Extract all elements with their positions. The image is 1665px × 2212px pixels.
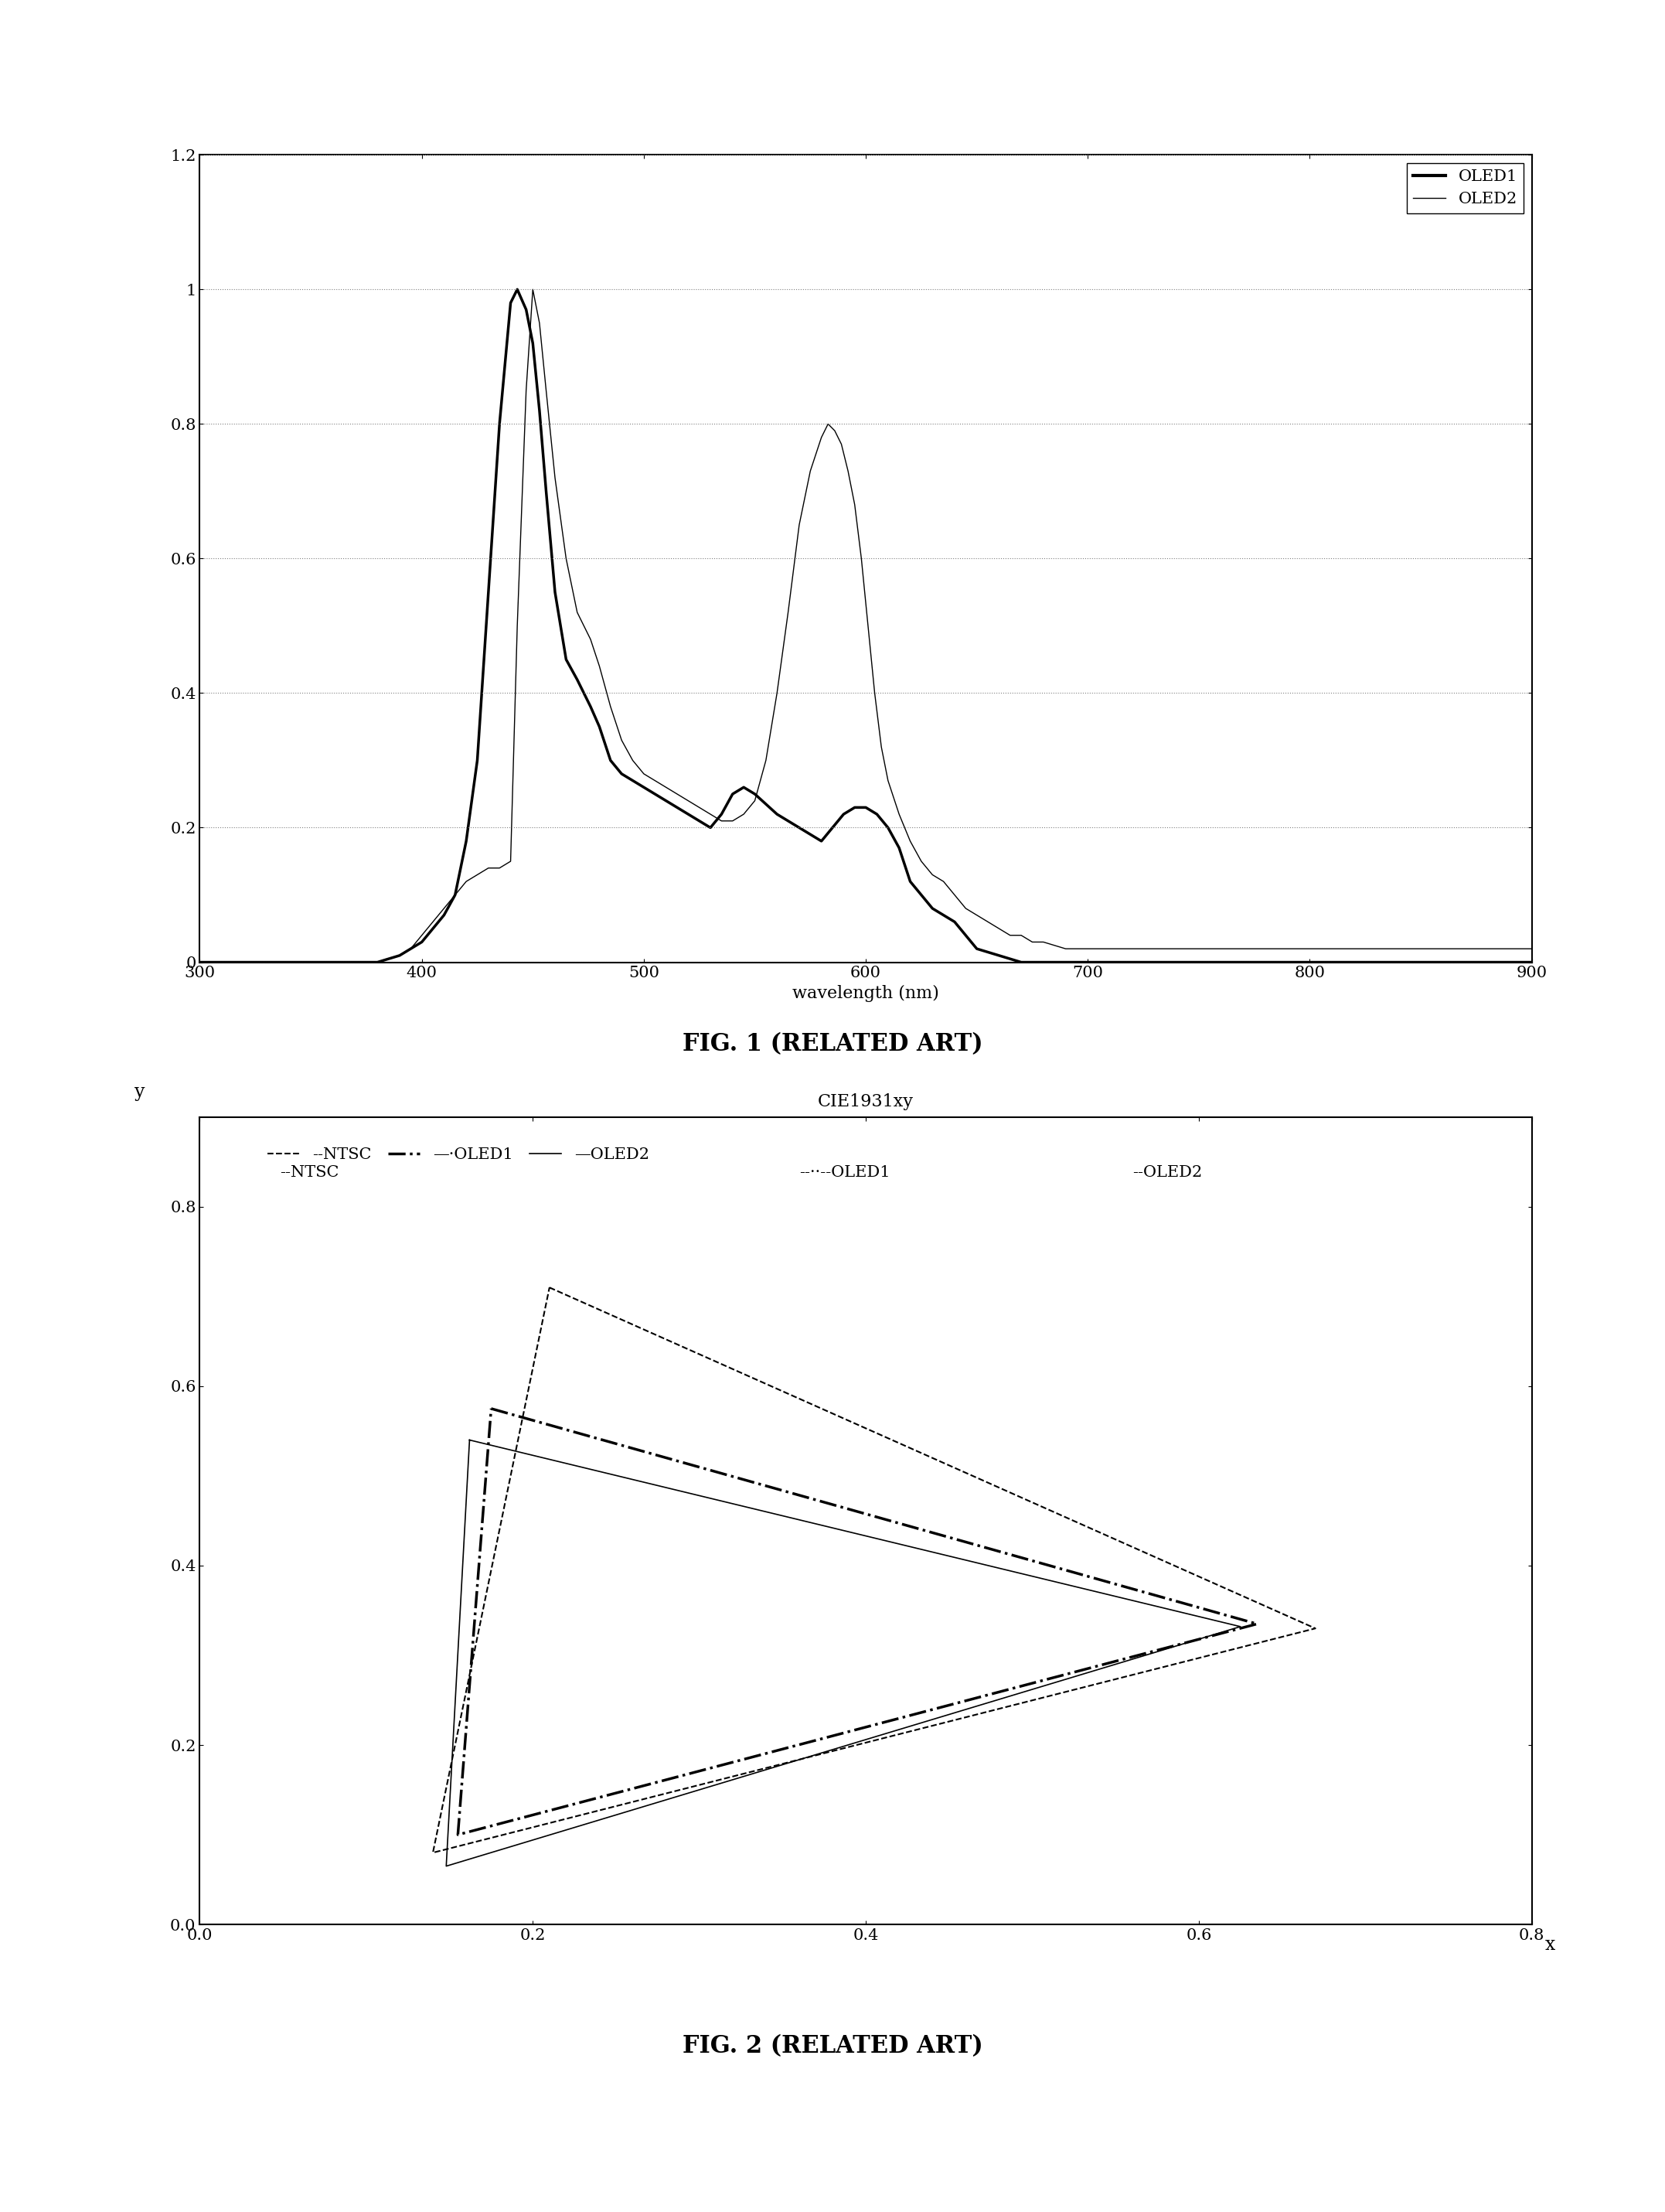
NTSC bbox=[1305, 1615, 1325, 1641]
OLED2 bbox=[967, 902, 987, 929]
OLED2 bbox=[744, 787, 764, 814]
OLED1 bbox=[481, 1396, 501, 1422]
OLED1 bbox=[856, 794, 876, 821]
Line: OLED2: OLED2 bbox=[200, 290, 1532, 962]
Text: --OLED2: --OLED2 bbox=[1132, 1166, 1202, 1181]
OLED2 bbox=[460, 1427, 480, 1453]
OLED1 bbox=[1247, 1610, 1267, 1637]
OLED1 bbox=[190, 949, 210, 975]
OLED1 bbox=[678, 801, 698, 827]
OLED1 bbox=[556, 646, 576, 672]
Line: NTSC: NTSC bbox=[433, 1287, 1315, 1854]
OLED2 bbox=[1522, 936, 1542, 962]
OLED1 bbox=[481, 1396, 501, 1422]
Text: --··--OLED1: --··--OLED1 bbox=[799, 1166, 891, 1181]
NTSC bbox=[539, 1274, 559, 1301]
Text: x: x bbox=[1545, 1936, 1555, 1953]
OLED2 bbox=[536, 376, 556, 403]
OLED1 bbox=[448, 1820, 468, 1847]
OLED1 bbox=[508, 276, 528, 303]
OLED1 bbox=[536, 478, 556, 504]
OLED2 bbox=[611, 728, 631, 754]
Text: FIG. 1 (RELATED ART): FIG. 1 (RELATED ART) bbox=[683, 1033, 982, 1055]
OLED1 bbox=[1522, 949, 1542, 975]
Text: --NTSC: --NTSC bbox=[280, 1166, 338, 1181]
OLED2 bbox=[1022, 929, 1042, 956]
Legend: OLED1, OLED2: OLED1, OLED2 bbox=[1407, 164, 1523, 212]
Line: OLED1: OLED1 bbox=[200, 290, 1532, 962]
OLED2 bbox=[989, 916, 1009, 942]
Text: FIG. 2 (RELATED ART): FIG. 2 (RELATED ART) bbox=[683, 2035, 982, 2057]
Legend: --NTSC, —·OLED1, —OLED2: --NTSC, —·OLED1, —OLED2 bbox=[261, 1141, 656, 1168]
OLED2 bbox=[190, 949, 210, 975]
X-axis label: wavelength (nm): wavelength (nm) bbox=[793, 984, 939, 1002]
Line: OLED2: OLED2 bbox=[446, 1440, 1240, 1867]
NTSC bbox=[423, 1840, 443, 1867]
OLED2 bbox=[1230, 1613, 1250, 1639]
Line: OLED1: OLED1 bbox=[458, 1409, 1257, 1834]
OLED2 bbox=[523, 276, 543, 303]
OLED1 bbox=[1300, 949, 1320, 975]
OLED1 bbox=[656, 787, 676, 814]
OLED2 bbox=[436, 1854, 456, 1880]
Text: y: y bbox=[135, 1084, 145, 1102]
Title: CIE1931xy: CIE1931xy bbox=[818, 1093, 914, 1110]
NTSC bbox=[539, 1274, 559, 1301]
OLED2 bbox=[460, 1427, 480, 1453]
